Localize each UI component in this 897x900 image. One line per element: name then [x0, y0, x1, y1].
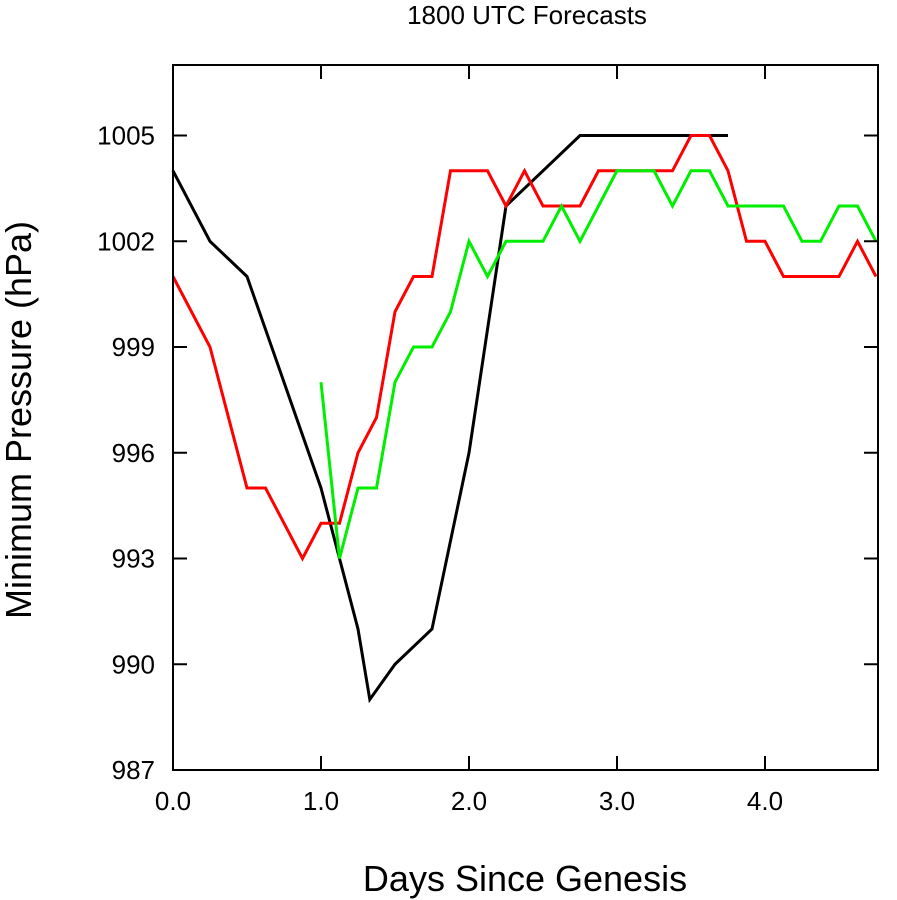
series-line-3: [319, 169, 878, 559]
x-tick-label: 3.0: [599, 786, 635, 816]
x-tick-label: 4.0: [747, 786, 783, 816]
series-layer: [171, 134, 878, 704]
x-tick-label: 2.0: [451, 786, 487, 816]
y-tick-label: 993: [112, 544, 155, 574]
series-line-1: [171, 134, 728, 704]
y-tick-label: 1005: [97, 121, 155, 151]
x-tick-label: 1.0: [303, 786, 339, 816]
y-axis-title: Minimum Pressure (hPa): [0, 221, 39, 619]
plot-frame: [172, 64, 879, 771]
y-tick-label: 996: [112, 438, 155, 468]
x-tick-label: 0.0: [155, 786, 191, 816]
chart-title: 1800 UTC Forecasts: [407, 0, 647, 30]
y-tick-label: 1002: [97, 226, 155, 256]
axes-layer: 0.0 1.0 2.0 3.0 4.0 987 990 993 996 999 1002 1005: [97, 64, 879, 816]
y-tick-label: 999: [112, 332, 155, 362]
x-axis-title: Days Since Genesis: [363, 858, 687, 899]
series-line-2: [171, 134, 878, 562]
y-tick-label: 990: [112, 649, 155, 679]
y-tick-label: 987: [112, 755, 155, 785]
